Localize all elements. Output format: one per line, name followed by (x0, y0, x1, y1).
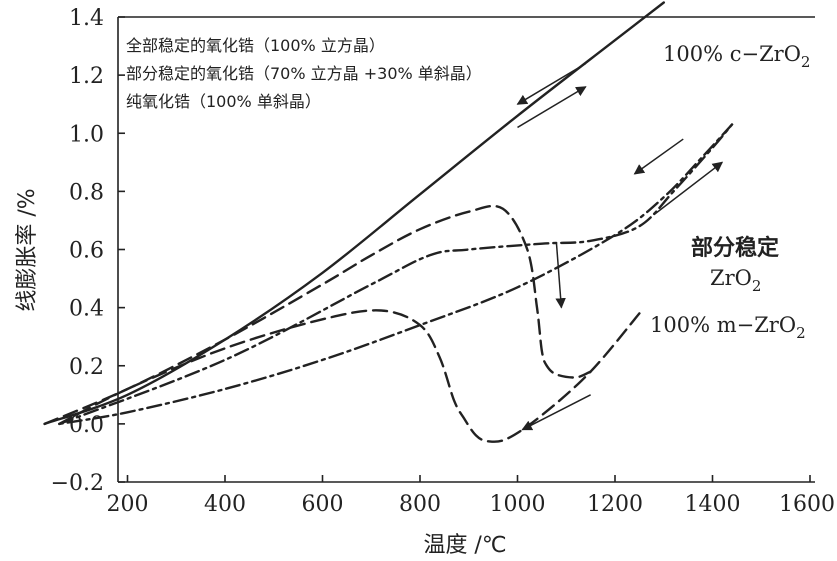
y-tick-label: 1.4 (69, 6, 104, 31)
x-ticks: 200 400 600 800 1000 1200 1400 1600 (107, 475, 835, 517)
annotation-partial-title: 部分稳定 (691, 235, 779, 261)
series-line-0 (43, 1, 665, 426)
annotation-mono: 100% m−ZrO2 (650, 313, 806, 342)
x-axis-title: 温度 /℃ (423, 533, 506, 558)
y-ticks: −0.20.00.20.40.60.81.01.21.4 (51, 6, 125, 496)
legend: 全部稳定的氧化锆（100% 立方晶） 部分稳定的氧化锆（70% 立方晶 +30%… (126, 36, 482, 111)
legend-entry-partial-stabilized: 部分稳定的氧化锆（70% 立方晶 +30% 单斜晶） (126, 64, 482, 83)
series-line-2-heating (43, 204, 592, 426)
x-tick-label: 800 (399, 492, 441, 517)
series-line-2-cooling (58, 309, 641, 443)
x-tick-label: 400 (204, 492, 246, 517)
annotation-mono-main: 100% m−ZrO (650, 313, 796, 337)
y-tick-label: 0.2 (69, 355, 104, 380)
annotation-partial-main: ZrO (710, 266, 752, 290)
y-tick-label: 0.8 (69, 180, 104, 205)
y-tick-label: 1.0 (69, 122, 104, 147)
y-tick-label: 0.4 (69, 297, 104, 322)
legend-entry-pure: 纯氧化锆（100% 单斜晶） (126, 92, 321, 111)
x-tick-label: 1600 (779, 492, 835, 517)
annotation-cubic-main: 100% c−ZrO (663, 42, 801, 66)
annotation-mono-sub: 2 (796, 324, 806, 342)
series-line-1-cooling (58, 123, 734, 426)
direction-arrow (653, 161, 724, 216)
direction-arrow (555, 243, 566, 309)
series-line-1-heating (58, 123, 734, 426)
annotation-cubic-sub: 2 (801, 53, 811, 71)
x-tick-label: 1000 (490, 492, 546, 517)
annotation-partial-sub: 2 (752, 277, 762, 295)
x-tick-label: 1200 (587, 492, 643, 517)
annotation-partial-formula: ZrO2 (710, 266, 761, 295)
y-tick-label: 1.2 (69, 64, 104, 89)
x-tick-label: 200 (107, 492, 149, 517)
y-tick-label: 0.6 (69, 239, 104, 264)
direction-arrow (516, 62, 587, 105)
x-tick-label: 600 (302, 492, 344, 517)
direction-arrows (516, 62, 724, 431)
y-axis-title: 线膨胀率 /% (15, 188, 40, 311)
direction-arrow (517, 86, 587, 129)
x-tick-label: 1400 (685, 492, 741, 517)
direction-arrow (521, 394, 591, 431)
legend-entry-full-stabilized: 全部稳定的氧化锆（100% 立方晶） (126, 36, 385, 55)
direction-arrow (633, 138, 684, 175)
annotation-cubic: 100% c−ZrO2 (663, 42, 810, 71)
y-tick-label: −0.2 (51, 471, 104, 496)
